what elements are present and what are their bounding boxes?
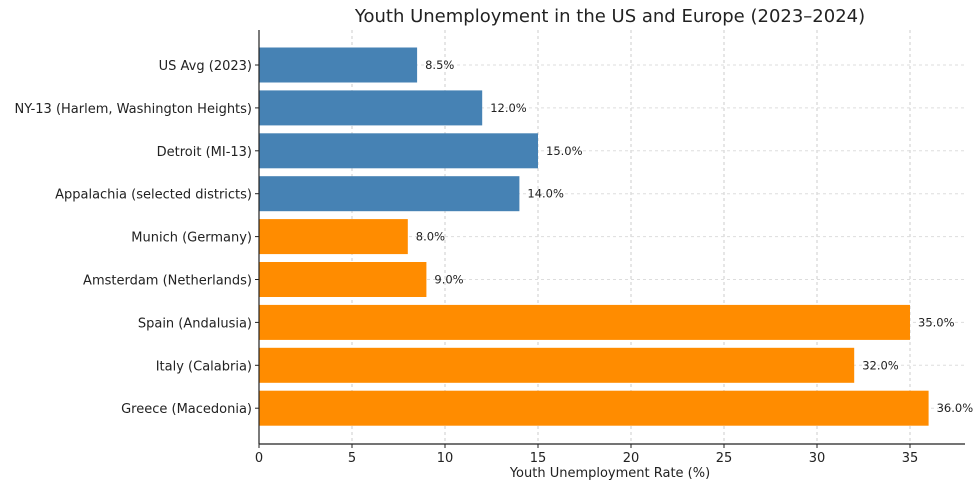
y-tick-label: Munich (Germany) — [131, 231, 252, 246]
data-label: 36.0% — [937, 401, 974, 415]
y-tick-label: NY-13 (Harlem, Washington Heights) — [14, 102, 252, 117]
x-tick-label: 15 — [530, 451, 547, 466]
x-tick-label: 30 — [809, 451, 826, 466]
bar — [259, 219, 408, 255]
x-tick-label: 20 — [623, 451, 640, 466]
data-label: 8.5% — [425, 58, 454, 72]
data-label: 9.0% — [434, 273, 463, 287]
chart-title: Youth Unemployment in the US and Europe … — [354, 6, 865, 27]
data-label: 8.0% — [416, 230, 445, 244]
bar — [259, 262, 427, 297]
x-tick-label: 0 — [255, 451, 263, 466]
x-tick-label: 5 — [348, 451, 356, 466]
y-tick-label: Spain (Andalusia) — [138, 316, 252, 331]
y-tick-label: Detroit (MI-13) — [157, 145, 252, 160]
bar — [259, 304, 910, 340]
bar — [259, 176, 520, 212]
y-tick-label: Greece (Macedonia) — [121, 402, 252, 417]
data-label: 32.0% — [862, 358, 899, 372]
x-axis-label: Youth Unemployment Rate (%) — [509, 466, 710, 481]
y-tick-label: Appalachia (selected districts) — [55, 188, 252, 203]
bar — [259, 47, 418, 83]
x-tick-label: 35 — [902, 451, 919, 466]
data-label: 14.0% — [527, 187, 564, 201]
data-label: 15.0% — [546, 144, 583, 158]
bar — [259, 90, 483, 126]
bar — [259, 347, 855, 383]
data-label: 35.0% — [918, 315, 955, 329]
y-tick-label: Italy (Calabria) — [156, 359, 252, 374]
x-tick-label: 10 — [437, 451, 454, 466]
y-tick-label: Amsterdam (Netherlands) — [83, 274, 252, 289]
x-tick-label: 25 — [716, 451, 733, 466]
bar — [259, 133, 538, 169]
y-tick-label: US Avg (2023) — [159, 59, 252, 74]
data-label: 12.0% — [490, 101, 527, 115]
bar — [259, 390, 929, 426]
